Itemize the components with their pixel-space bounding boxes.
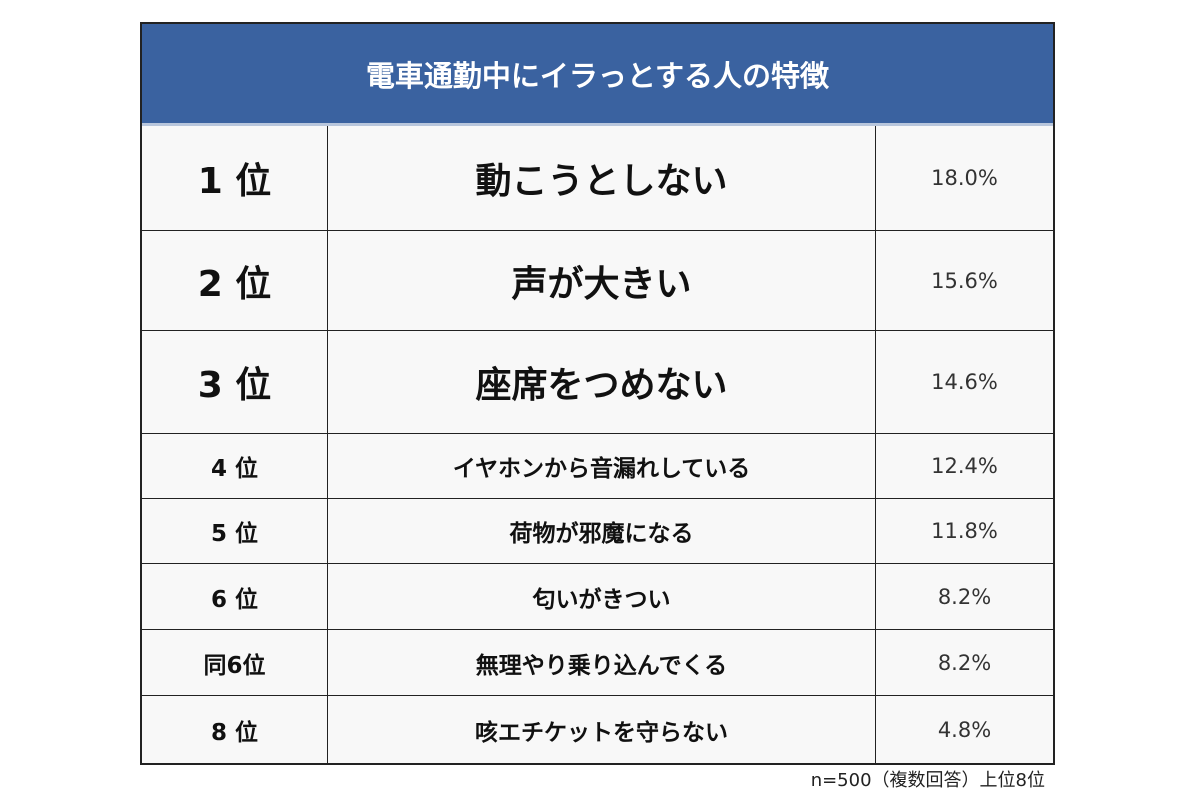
rank-cell: 同6位 (142, 630, 328, 695)
value-cell: 15.6% (931, 268, 998, 293)
table-row: 同6位 無理やり乗り込んでくる 8.2% (142, 629, 1053, 695)
ranking-table: 電車通勤中にイラっとする人の特徴 1 位動こうとしない 18.0% 2 位声が大きい… (140, 22, 1055, 765)
rank-cell: 2 位 (142, 231, 328, 330)
item-cell: 無理やり乗り込んでくる (328, 630, 876, 695)
item-cell: イヤホンから音漏れしている (328, 434, 876, 498)
value-cell: 8.2% (937, 650, 992, 675)
rank-cell: 8 位 (142, 696, 328, 763)
value-cell: 4.8% (937, 717, 992, 742)
table-body: 1 位動こうとしない 18.0% 2 位声が大きい 15.6% 3 位座席をつめない 14… (142, 126, 1053, 763)
rank-cell: 4 位 (142, 434, 328, 498)
footnote: n=500（複数回答）上位8位 (810, 770, 1045, 791)
value-cell: 18.0% (931, 166, 998, 190)
rank-cell: 1 位 (142, 126, 328, 230)
table-row: 6 位匂いがきつい 8.2% (142, 563, 1053, 629)
item-cell: 座席をつめない (328, 331, 876, 433)
item-cell: 声が大きい (328, 231, 876, 330)
item-cell: 咳エチケットを守らない (328, 696, 876, 763)
table-title: 電車通勤中にイラっとする人の特徴 (142, 24, 1053, 126)
value-cell: 14.6% (931, 370, 998, 394)
table-row: 1 位動こうとしない 18.0% (142, 126, 1053, 230)
table-row: 4 位イヤホンから音漏れしている 12.4% (142, 433, 1053, 498)
value-cell: 11.8% (931, 519, 998, 543)
value-cell: 12.4% (931, 454, 998, 478)
item-cell: 荷物が邪魔になる (328, 499, 876, 563)
item-cell: 動こうとしない (328, 126, 876, 230)
table-row: 5 位荷物が邪魔になる 11.8% (142, 498, 1053, 563)
rank-cell: 5 位 (142, 499, 328, 563)
rank-cell: 3 位 (142, 331, 328, 433)
table-row: 8 位咳エチケットを守らない 4.8% (142, 695, 1053, 763)
table-row: 3 位座席をつめない 14.6% (142, 330, 1053, 433)
item-cell: 匂いがきつい (328, 564, 876, 629)
value-cell: 8.2% (937, 584, 992, 609)
table-row: 2 位声が大きい 15.6% (142, 230, 1053, 330)
rank-cell: 6 位 (142, 564, 328, 629)
